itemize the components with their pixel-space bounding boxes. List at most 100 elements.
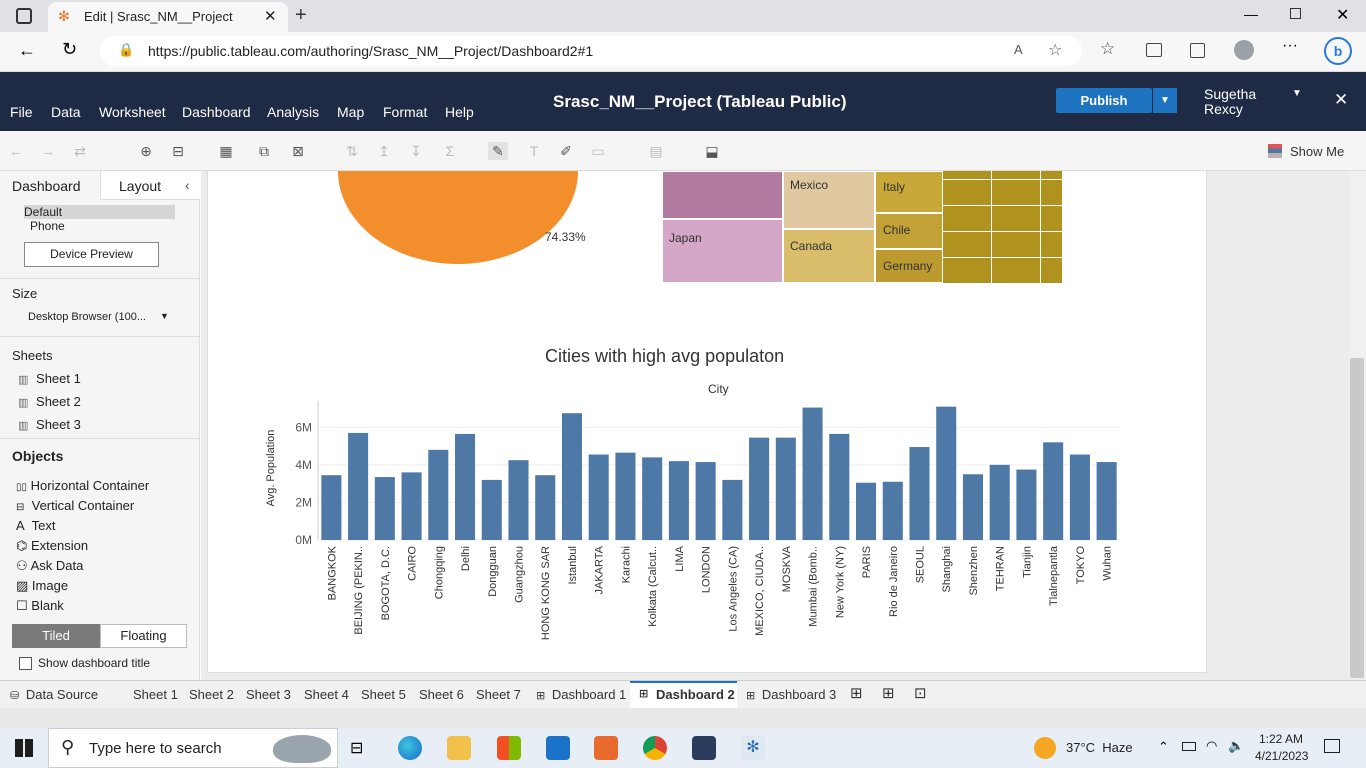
close-window-icon[interactable]: ✕ (1336, 7, 1350, 24)
bar[interactable] (856, 482, 877, 540)
user-name-first[interactable]: Sugetha (1204, 86, 1257, 102)
object-image[interactable]: ▨ Image (16, 578, 68, 594)
pause-updates-icon[interactable]: ⊟ (172, 143, 184, 159)
close-tab-icon[interactable]: ✕ (264, 8, 277, 25)
tab-dashboard-2[interactable]: ⊞ Dashboard 2 (630, 681, 737, 709)
user-name-last[interactable]: Rexcy (1204, 101, 1243, 117)
chrome-icon[interactable] (643, 736, 667, 760)
app-icon[interactable] (692, 736, 716, 760)
bar[interactable] (749, 437, 770, 540)
tab-sheet-3[interactable]: Sheet 3 (246, 687, 291, 702)
new-worksheet-tab-icon[interactable]: ⊞ (850, 685, 863, 702)
collections-icon[interactable] (1146, 43, 1162, 57)
notifications-icon[interactable] (1324, 739, 1340, 753)
bar[interactable] (401, 472, 422, 540)
show-me-button[interactable]: Show Me (1290, 144, 1345, 159)
treemap-cell[interactable]: Japan (662, 219, 783, 283)
tab-actions-icon[interactable] (16, 8, 32, 24)
object-extension[interactable]: ⌬ Extension (16, 538, 88, 554)
pie-slice[interactable] (338, 171, 578, 264)
bar[interactable] (722, 479, 743, 540)
labels-icon[interactable]: T (529, 143, 539, 159)
new-dashboard-tab-icon[interactable]: ⊞ (882, 685, 895, 702)
object-horizontal-container[interactable]: ▯▯ Horizontal Container (16, 478, 149, 493)
tray-chevron-icon[interactable]: ⌃ (1158, 739, 1169, 754)
tableau-icon[interactable]: ✻ (741, 736, 765, 760)
more-icon[interactable]: ··· (1282, 37, 1298, 54)
menu-file[interactable]: File (10, 104, 33, 120)
bar[interactable] (989, 464, 1010, 540)
treemap-cell[interactable]: Italy (875, 171, 943, 213)
edge-icon[interactable] (398, 736, 422, 760)
task-view-icon[interactable]: ⊟ (350, 740, 364, 757)
clock-time[interactable]: 1:22 AM (1259, 732, 1304, 746)
bar[interactable] (348, 432, 369, 540)
treemap[interactable]: Japan Mexico Canada Italy Chile Germany (662, 171, 1062, 283)
treemap-cell[interactable]: Germany (875, 249, 943, 283)
browser-tab[interactable]: ✻ Edit | Srasc_NM__Project ✕ (48, 2, 288, 32)
bing-icon[interactable]: b (1324, 37, 1352, 65)
clock-date[interactable]: 4/21/2023 (1255, 749, 1309, 763)
new-worksheet-icon[interactable]: ▦ (219, 143, 233, 159)
user-menu-chevron-icon[interactable]: ▼ (1292, 88, 1302, 99)
menu-format[interactable]: Format (383, 104, 428, 120)
media-player-icon[interactable] (594, 736, 618, 760)
bar[interactable] (668, 461, 689, 540)
bar[interactable] (321, 475, 342, 540)
publish-dropdown-button[interactable]: ▼ (1153, 88, 1177, 113)
bar[interactable] (428, 449, 449, 540)
treemap-cell[interactable]: Chile (875, 213, 943, 249)
menu-worksheet[interactable]: Worksheet (99, 104, 166, 120)
show-title-checkbox[interactable] (19, 657, 32, 670)
object-vertical-container[interactable]: ⊟ Vertical Container (16, 498, 134, 513)
bar[interactable] (535, 475, 556, 540)
url-field[interactable]: 🔒 https://public.tableau.com/authoring/S… (100, 36, 1082, 66)
redo-icon[interactable]: → (41, 143, 55, 159)
tab-sheet-1[interactable]: Sheet 1 (133, 687, 178, 702)
tab-sheet-2[interactable]: Sheet 2 (189, 687, 234, 702)
bar[interactable] (695, 462, 716, 540)
object-text[interactable]: A Text (16, 518, 56, 533)
swap-icon[interactable]: ⇅ (346, 143, 358, 159)
treemap-cell[interactable] (662, 171, 783, 219)
data-source-tab[interactable]: ⛁ Data Source (10, 687, 98, 702)
format-workbook-icon[interactable]: ✐ (560, 143, 572, 159)
battery-icon[interactable] (1182, 742, 1196, 751)
bar[interactable] (508, 460, 529, 540)
profile-avatar[interactable] (1234, 40, 1254, 60)
highlight-icon[interactable]: ✎ (488, 142, 508, 160)
favorite-add-icon[interactable]: ☆ (1048, 42, 1063, 59)
treemap-cell[interactable]: Canada (783, 229, 875, 283)
menu-data[interactable]: Data (51, 104, 81, 120)
device-preview-button[interactable]: Device Preview (24, 242, 159, 267)
bar[interactable] (642, 457, 663, 540)
refresh-icon[interactable]: ↻ (62, 39, 78, 59)
bar[interactable] (775, 437, 796, 540)
taskbar-search[interactable]: ⚲ Type here to search (48, 728, 338, 768)
collapse-panel-icon[interactable]: ‹ (185, 177, 190, 193)
bar[interactable] (962, 474, 983, 540)
object-ask-data[interactable]: ⚇ Ask Data (16, 558, 83, 574)
bar[interactable] (802, 407, 823, 540)
tab-sheet-5[interactable]: Sheet 5 (361, 687, 406, 702)
tab-dashboard[interactable]: Dashboard (0, 171, 100, 200)
bar[interactable] (1069, 454, 1090, 540)
volume-icon[interactable]: 🔈 (1228, 738, 1245, 753)
favorites-icon[interactable]: ☆ (1100, 39, 1116, 58)
bar[interactable] (909, 447, 930, 540)
bar[interactable] (1096, 462, 1117, 540)
floating-button[interactable]: Floating (100, 624, 187, 648)
bar[interactable] (615, 452, 636, 540)
duplicate-sheet-icon[interactable]: ⧉ (259, 143, 269, 159)
menu-analysis[interactable]: Analysis (267, 104, 320, 120)
sheet-list-item[interactable]: ▥ Sheet 1 (18, 371, 81, 386)
bar[interactable] (588, 454, 609, 540)
bar[interactable] (829, 433, 850, 540)
tab-dashboard-1[interactable]: ⊞ Dashboard 1 (536, 687, 626, 702)
clear-sheet-icon[interactable]: ⊠ (292, 143, 304, 159)
publish-button[interactable]: Publish (1056, 88, 1152, 113)
bar[interactable] (561, 413, 582, 540)
replay-icon[interactable]: ⇄ (74, 143, 86, 159)
treemap-cell-group[interactable] (943, 171, 1062, 283)
menu-dashboard[interactable]: Dashboard (182, 104, 251, 120)
